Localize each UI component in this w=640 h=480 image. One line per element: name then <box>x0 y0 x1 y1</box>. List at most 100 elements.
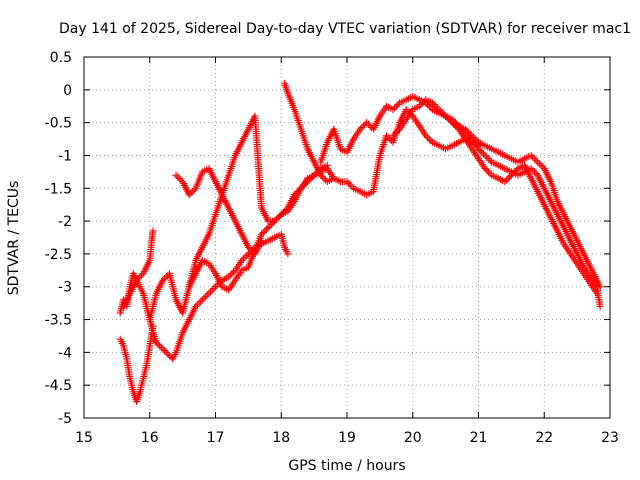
data-point <box>424 133 432 141</box>
data-point <box>419 99 427 107</box>
data-point <box>417 101 425 109</box>
data-point <box>177 176 185 184</box>
y-tick-label: -4.5 <box>45 378 72 394</box>
data-point <box>136 273 144 281</box>
data-point <box>511 168 519 176</box>
x-tick-label: 20 <box>404 430 422 446</box>
y-tick-label: -1.5 <box>45 181 72 197</box>
x-tick-label: 17 <box>207 430 225 446</box>
data-point <box>422 132 430 140</box>
data-point <box>346 181 354 189</box>
data-point <box>307 174 315 182</box>
x-tick-label: 19 <box>338 430 356 446</box>
data-point <box>486 170 494 178</box>
data-point <box>271 217 279 225</box>
data-point <box>190 186 198 194</box>
data-point <box>159 345 167 353</box>
data-point <box>193 301 201 309</box>
data-point <box>425 102 433 110</box>
data-point <box>443 114 451 122</box>
y-tick-label: -4 <box>58 345 72 361</box>
data-point <box>304 178 312 186</box>
data-point <box>348 183 356 191</box>
data-point <box>466 133 474 141</box>
data-point <box>358 124 366 132</box>
data-point <box>507 171 515 179</box>
data-point <box>318 173 326 181</box>
y-tick-label: -1 <box>58 148 72 164</box>
data-point <box>479 150 487 158</box>
data-point <box>391 104 399 112</box>
data-point <box>394 101 402 109</box>
data-point <box>481 165 489 173</box>
data-point <box>161 347 169 355</box>
data-point <box>323 161 331 169</box>
data-point <box>159 276 167 284</box>
data-point <box>212 283 219 291</box>
data-point <box>264 224 272 232</box>
data-point <box>228 270 236 278</box>
data-point <box>208 286 216 294</box>
data-point <box>425 135 433 143</box>
data-point <box>530 155 538 163</box>
data-point <box>161 275 169 283</box>
data-point <box>463 130 471 138</box>
y-tick-label: 0 <box>63 83 72 99</box>
data-point <box>532 170 540 178</box>
data-point <box>198 296 206 304</box>
data-point <box>164 350 172 358</box>
data-point <box>535 160 543 168</box>
data-point <box>448 119 456 127</box>
x-tick-label: 22 <box>535 430 553 446</box>
x-tick-label: 15 <box>75 430 93 446</box>
data-point <box>149 227 157 235</box>
data-point <box>162 273 170 281</box>
data-point <box>165 352 173 360</box>
data-point <box>230 268 238 276</box>
data-point <box>529 166 537 174</box>
x-tick-labels: 15 16 17 18 19 20 21 22 23 <box>75 430 619 446</box>
y-tick-label: -2.5 <box>45 247 72 263</box>
data-point <box>149 322 157 330</box>
data-point <box>157 343 165 351</box>
data-point <box>504 174 512 182</box>
data-point <box>428 99 436 107</box>
data-point <box>299 183 307 191</box>
data-point <box>402 106 410 114</box>
data-point <box>308 173 316 181</box>
data-points <box>116 79 604 406</box>
y-tick-label: 0.5 <box>50 50 72 66</box>
data-point <box>345 179 353 187</box>
data-point <box>451 122 459 130</box>
data-point <box>483 153 491 161</box>
data-point <box>154 340 162 348</box>
data-point <box>509 170 517 178</box>
data-point <box>320 174 328 182</box>
data-point <box>272 215 280 223</box>
data-point <box>243 252 251 260</box>
y-tick-label: -5 <box>58 411 72 427</box>
data-point <box>394 127 402 135</box>
data-point <box>343 178 351 186</box>
data-point <box>537 161 545 169</box>
data-point <box>302 179 310 187</box>
data-point <box>430 101 438 109</box>
data-point <box>391 130 399 138</box>
y-tick-labels: 0.5 0 -0.5 -1 -1.5 -2 -2.5 -3 -3.5 -4 -4.5 -5 <box>45 50 72 427</box>
data-point <box>274 214 282 222</box>
data-point <box>486 156 494 164</box>
data-point <box>267 220 275 228</box>
data-point <box>427 104 435 112</box>
data-point <box>202 293 210 301</box>
data-point <box>478 148 486 156</box>
data-point <box>205 289 213 297</box>
data-point <box>138 271 146 279</box>
data-point <box>187 189 195 197</box>
data-point <box>244 243 252 251</box>
data-point <box>392 102 400 110</box>
y-tick-label: -3.5 <box>45 313 72 329</box>
data-point <box>200 294 208 302</box>
data-point <box>539 163 547 171</box>
